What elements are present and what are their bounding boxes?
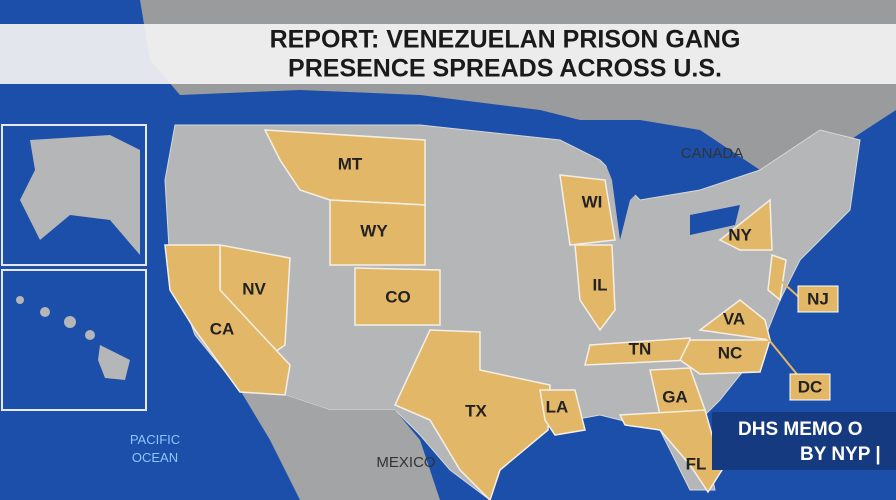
ocean-label: PACIFIC (130, 432, 180, 447)
state-label: NJ (807, 289, 829, 308)
state-label: TX (465, 401, 487, 420)
state-label: FL (686, 454, 707, 473)
nj-box (797, 285, 839, 313)
great-lakes (600, 145, 660, 240)
lake-erie (690, 205, 740, 235)
leader-lines (764, 281, 801, 379)
mexico-land (240, 390, 440, 500)
ticker-line: BY NYP | (800, 444, 881, 465)
state-label: NV (242, 279, 266, 298)
title-line: PRESENCE SPREADS ACROSS U.S. (288, 55, 722, 83)
ticker-line: DHS MEMO O (738, 419, 863, 440)
state-label: NY (728, 225, 752, 244)
title-line: REPORT: VENEZUELAN PRISON GANG (270, 26, 741, 54)
state-label: DC (798, 377, 823, 396)
ocean-label: OCEAN (132, 450, 178, 465)
state-label: WY (360, 221, 388, 240)
state-label: CA (210, 319, 235, 338)
state-labels: MT WY NV CO CA WI IL NY NJ VA TN NC DC G… (210, 154, 829, 473)
state-label: VA (723, 309, 745, 328)
state-label: MT (338, 154, 363, 173)
state-label: GA (662, 387, 688, 406)
region-label: MEXICO (376, 454, 435, 471)
title-bar (0, 24, 896, 84)
state-label: CO (385, 287, 411, 306)
state-label: IL (592, 275, 607, 294)
ticker (712, 412, 896, 470)
state-label: TN (629, 339, 652, 358)
dc-box (789, 373, 831, 401)
hawaii-inset (1, 269, 147, 411)
alaska (20, 135, 140, 255)
region-label: CANADA (681, 145, 744, 162)
state-label: LA (546, 397, 569, 416)
state-label: NC (718, 343, 743, 362)
state-label: WI (582, 192, 603, 211)
highlighted-states (164, 129, 787, 500)
hawaii (16, 296, 130, 380)
